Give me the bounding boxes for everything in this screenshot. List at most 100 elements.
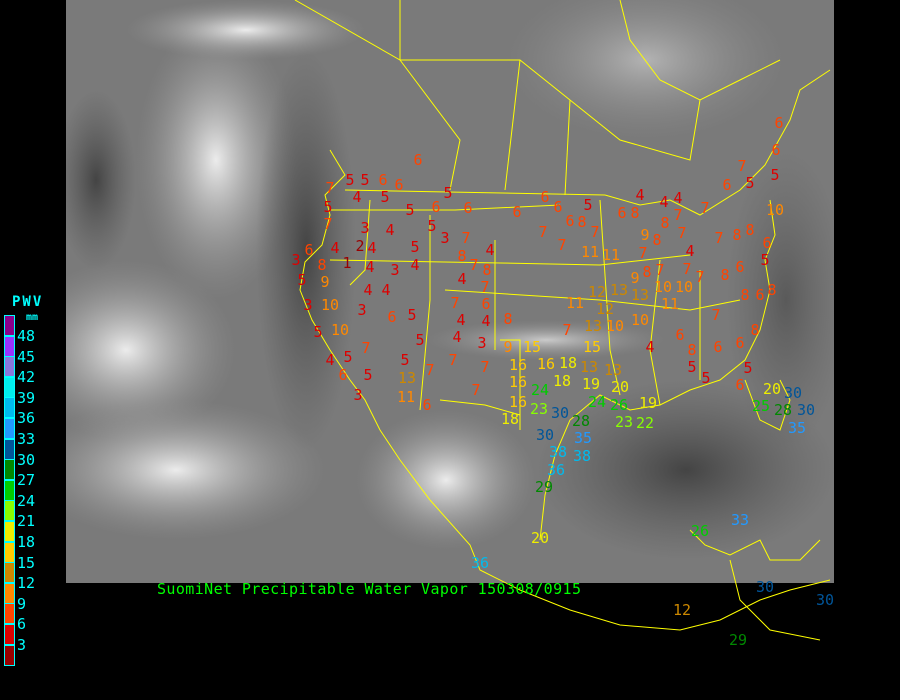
station-pwv-value: 7 [655, 261, 664, 279]
boundary-line [329, 254, 691, 266]
boundary-line [599, 199, 621, 396]
station-pwv-value: 35 [574, 429, 592, 447]
station-pwv-value: 6 [735, 334, 744, 352]
boundary-line [399, 0, 461, 191]
station-pwv-value: 26 [691, 522, 709, 540]
legend-label: 36 [17, 409, 36, 428]
station-pwv-value: 23 [530, 400, 548, 418]
station-pwv-value: 4 [363, 281, 372, 299]
boundary-line [729, 559, 821, 641]
station-pwv-value: 5 [770, 166, 779, 184]
station-pwv-value: 5 [405, 201, 414, 219]
station-pwv-value: 8 [732, 226, 741, 244]
station-pwv-value: 5 [360, 171, 369, 189]
legend-swatch [4, 356, 15, 378]
legend-label: 12 [17, 574, 36, 593]
legend-label: 33 [17, 430, 36, 448]
station-pwv-value: 23 [615, 413, 633, 431]
station-pwv-value: 16 [537, 355, 555, 373]
station-pwv-value: 11 [602, 246, 620, 264]
station-pwv-value: 7 [469, 256, 478, 274]
station-pwv-value: 5 [410, 238, 419, 256]
station-pwv-value: 10 [766, 201, 784, 219]
boundary-line [330, 204, 561, 211]
legend-label: 15 [17, 553, 36, 572]
legend-label: 48 [17, 327, 36, 345]
station-pwv-value: 11 [397, 388, 415, 406]
station-pwv-value: 30 [756, 578, 774, 596]
station-pwv-value: 7 [557, 236, 566, 254]
station-pwv-value: 4 [352, 188, 361, 206]
station-pwv-value: 4 [385, 221, 394, 239]
station-pwv-value: 7 [638, 244, 647, 262]
legend-swatch [4, 397, 15, 419]
station-pwv-value: 8 [457, 247, 466, 265]
legend-swatch [4, 582, 15, 604]
station-pwv-value: 9 [320, 273, 329, 291]
station-pwv-value: 26 [610, 396, 628, 414]
boundary-line [299, 149, 831, 631]
station-pwv-value: 16 [509, 356, 527, 374]
station-pwv-value: 7 [682, 260, 691, 278]
station-pwv-value: 6 [540, 188, 549, 206]
station-pwv-value: 6 [394, 176, 403, 194]
station-pwv-value: 5 [363, 366, 372, 384]
station-pwv-value: 8 [317, 256, 326, 274]
station-pwv-value: 3 [291, 251, 300, 269]
station-pwv-value: 7 [361, 339, 370, 357]
station-pwv-value: 10 [321, 296, 339, 314]
station-pwv-value: 8 [482, 261, 491, 279]
station-pwv-value: 9 [640, 226, 649, 244]
map-caption: SuomiNet Precipitable Water Vapor 150308… [157, 580, 582, 598]
station-pwv-value: 4 [485, 241, 494, 259]
legend-label: 6 [17, 615, 27, 634]
station-pwv-value: 5 [443, 184, 452, 202]
station-pwv-value: 3 [353, 386, 362, 404]
legend-unit: mm [26, 312, 39, 323]
station-pwv-value: 7 [425, 361, 434, 379]
legend-swatch [4, 541, 15, 563]
station-pwv-value: 5 [701, 369, 710, 387]
station-pwv-value: 2 [355, 237, 364, 255]
station-pwv-value: 10 [606, 317, 624, 335]
legend-label: 30 [17, 450, 36, 469]
station-pwv-value: 7 [450, 294, 459, 312]
legend-label: 18 [17, 533, 36, 551]
station-pwv-value: 24 [531, 381, 549, 399]
station-pwv-value: 13 [580, 358, 598, 376]
station-pwv-value: 7 [461, 229, 470, 247]
station-pwv-value: 5 [400, 351, 409, 369]
station-pwv-value: 30 [816, 591, 834, 609]
legend-label: 27 [17, 471, 36, 490]
station-pwv-value: 36 [547, 461, 565, 479]
station-pwv-value: 7 [700, 199, 709, 217]
legend-swatch [4, 438, 15, 460]
station-pwv-value: 19 [582, 375, 600, 393]
station-pwv-value: 6 [304, 241, 313, 259]
station-pwv-value: 6 [713, 338, 722, 356]
station-pwv-value: 4 [456, 311, 465, 329]
station-pwv-value: 6 [338, 366, 347, 384]
station-pwv-value: 24 [588, 393, 606, 411]
station-pwv-value: 20 [531, 529, 549, 547]
station-pwv-value: 20 [763, 380, 781, 398]
station-pwv-value: 29 [729, 631, 747, 649]
station-pwv-value: 3 [477, 334, 486, 352]
station-pwv-value: 10 [331, 321, 349, 339]
station-pwv-value: 7 [323, 215, 332, 233]
station-pwv-value: 8 [642, 263, 651, 281]
station-pwv-value: 8 [630, 204, 639, 222]
station-pwv-value: 3 [440, 229, 449, 247]
boundary-line [539, 199, 776, 541]
station-pwv-value: 5 [687, 358, 696, 376]
station-pwv-value: 12 [596, 300, 614, 318]
station-pwv-value: 10 [654, 278, 672, 296]
station-pwv-value: 7 [673, 206, 682, 224]
station-pwv-value: 6 [774, 114, 783, 132]
legend-swatch [4, 459, 15, 481]
legend-swatch [4, 479, 15, 501]
station-pwv-value: 7 [590, 223, 599, 241]
legend-swatch [4, 376, 15, 398]
boundary-line [444, 289, 741, 311]
